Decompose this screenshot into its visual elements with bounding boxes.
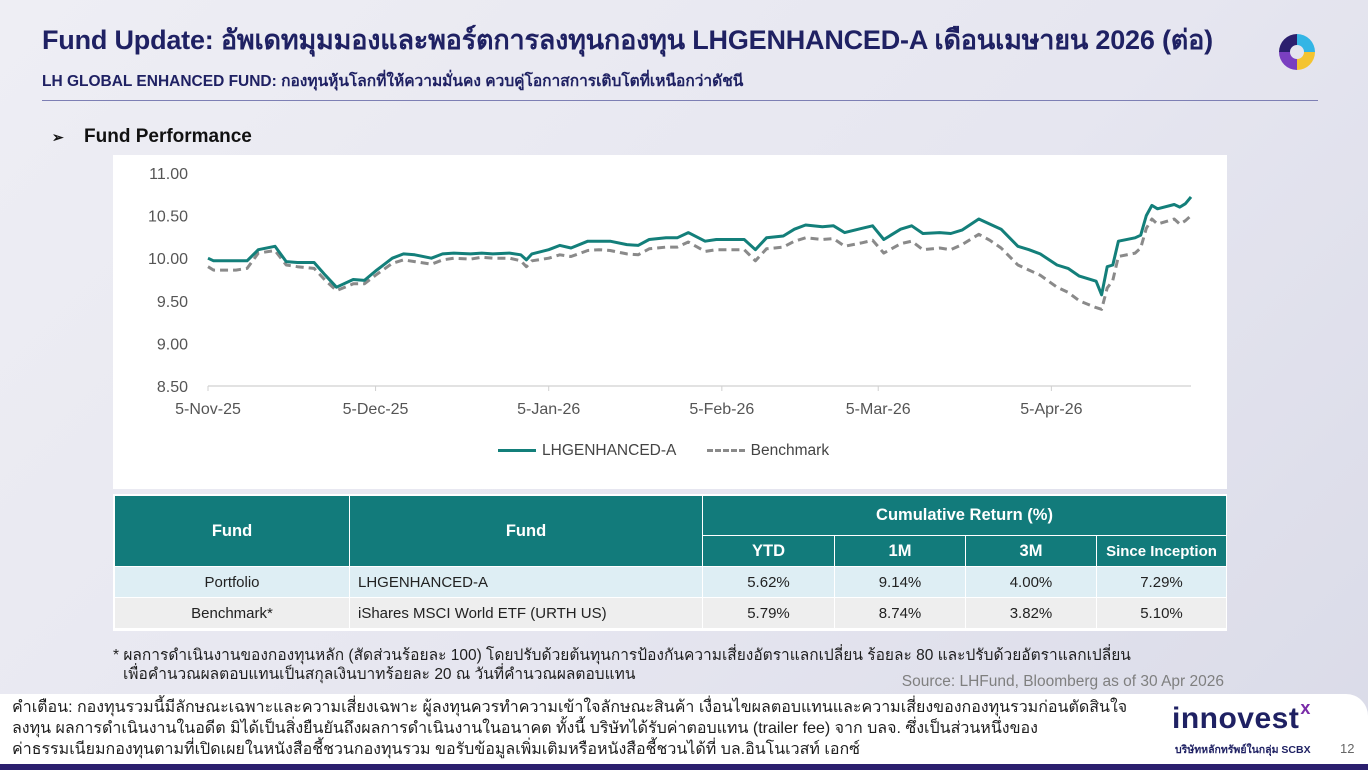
legend-swatch-solid (498, 449, 536, 452)
returns-table-container: Fund Fund Cumulative Return (%) YTD 1M 3… (113, 494, 1227, 631)
page-title: Fund Update: อัพเดทมุมมองและพอร์ตการลงทุ… (42, 25, 1213, 55)
arrow-bullet-icon: ➢ (52, 129, 64, 145)
header-divider (42, 100, 1318, 101)
row-fund-name: LHGENHANCED-A (349, 566, 703, 598)
cell-ytd: 5.62% (702, 566, 835, 598)
x-tick-label: 5-Feb-26 (689, 401, 754, 418)
legend-item-benchmark: Benchmark (706, 441, 830, 460)
table-row: Portfolio LHGENHANCED-A 5.62% 9.14% 4.00… (114, 566, 1227, 598)
x-tick-label: 5-Jan-26 (517, 401, 580, 418)
x-tick-label: 5-Apr-26 (1020, 401, 1082, 418)
x-tick-label: 5-Dec-25 (343, 401, 409, 418)
ring-logo-icon (1279, 34, 1315, 70)
table-row: Benchmark* iShares MSCI World ETF (URTH … (114, 597, 1227, 629)
footnote-line-1: * ผลการดำเนินงานของกองทุนหลัก (สัดส่วนร้… (113, 647, 1131, 664)
footnote: * ผลการดำเนินงานของกองทุนหลัก (สัดส่วนร้… (113, 646, 1233, 684)
y-tick-label: 11.00 (149, 166, 188, 183)
header-1m: 1M (834, 535, 966, 567)
row-type: Portfolio (114, 566, 350, 598)
disclaimer-line-3: ค่าธรรมเนียมกองทุนตามที่เปิดเผยในหนังสือ… (12, 741, 861, 758)
row-type: Benchmark* (114, 597, 350, 629)
cell-3m: 4.00% (965, 566, 1097, 598)
section-title: Fund Performance (84, 126, 252, 147)
header-since-inception: Since Inception (1096, 535, 1227, 567)
chart-legend: LHGENHANCED-A Benchmark (498, 439, 855, 460)
x-tick-label: 5-Nov-25 (175, 401, 241, 418)
legend-item-fund: LHGENHANCED-A (498, 442, 676, 460)
header-fund-type: Fund (114, 495, 350, 567)
cell-since-inception: 7.29% (1096, 566, 1227, 598)
y-tick-label: 9.50 (157, 294, 188, 311)
cell-ytd: 5.79% (702, 597, 835, 629)
page-subtitle: LH GLOBAL ENHANCED FUND: กองทุนหุ้นโลกที… (42, 73, 744, 90)
page-number: 12 (1340, 741, 1355, 756)
footnote-line-2: เพื่อคำนวณผลตอบแทนเป็นสกุลเงินบาทร้อยละ … (123, 666, 636, 683)
brand-logo: innovestx (1172, 698, 1311, 736)
header-cumulative-return: Cumulative Return (%) (702, 495, 1227, 536)
cell-since-inception: 5.10% (1096, 597, 1227, 629)
header-fund-name: Fund (349, 495, 703, 567)
y-tick-label: 9.00 (157, 336, 188, 353)
section-heading: ➢ Fund Performance (52, 126, 252, 148)
series-line-lhgenhanced-a (207, 195, 1193, 297)
y-tick-label: 10.50 (148, 209, 188, 226)
cell-3m: 3.82% (965, 597, 1097, 629)
disclaimer: คำเตือน: กองทุนรวมนี้มีลักษณะเฉพาะและควา… (12, 697, 1172, 760)
source-note: Source: LHFund, Bloomberg as of 30 Apr 2… (901, 673, 1224, 690)
brand-tagline: บริษัทหลักทรัพย์ในกลุ่ม SCBX (1175, 744, 1311, 756)
y-tick-label: 10.00 (148, 251, 188, 268)
performance-chart: 11.00 10.50 10.00 9.50 9.00 8.50 5-Nov-25 5-Dec… (113, 155, 1227, 489)
cell-1m: 9.14% (834, 566, 966, 598)
disclaimer-line-2: ลงทุน ผลการดำเนินงานในอดีต มิได้เป็นสิ่ง… (12, 720, 1038, 737)
cell-1m: 8.74% (834, 597, 966, 629)
legend-swatch-dashed (706, 449, 745, 452)
y-tick-label: 8.50 (157, 379, 188, 396)
brand-name: innovest (1172, 702, 1300, 735)
bottom-bar (0, 764, 1368, 770)
bottom-panel (0, 694, 1368, 770)
disclaimer-line-1: คำเตือน: กองทุนรวมนี้มีลักษณะเฉพาะและควา… (12, 699, 1128, 716)
legend-label-benchmark: Benchmark (750, 441, 830, 459)
x-tick-label: 5-Mar-26 (846, 401, 911, 418)
header-ytd: YTD (702, 535, 835, 567)
header-3m: 3M (965, 535, 1097, 567)
row-fund-name: iShares MSCI World ETF (URTH US) (349, 597, 703, 629)
legend-label-fund: LHGENHANCED-A (542, 441, 677, 459)
brand-mark: x (1300, 698, 1311, 718)
returns-table: Fund Fund Cumulative Return (%) YTD 1M 3… (114, 495, 1227, 629)
series-line-benchmark (207, 214, 1193, 311)
chart-svg: 11.00 10.50 10.00 9.50 9.00 8.50 5-Nov-25 5-Dec… (148, 166, 1193, 418)
